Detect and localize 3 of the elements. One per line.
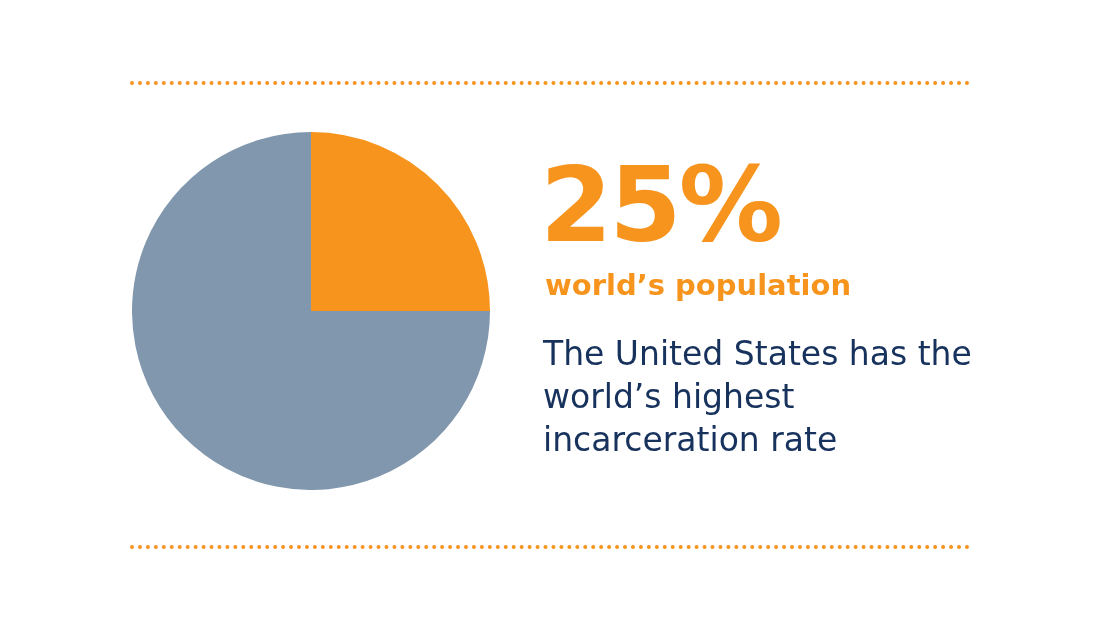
text: The United States has the world’s highest incarceration rate: [543, 333, 973, 461]
data-label: 25%: [540, 144, 780, 266]
text: world’s population: [545, 268, 852, 302]
